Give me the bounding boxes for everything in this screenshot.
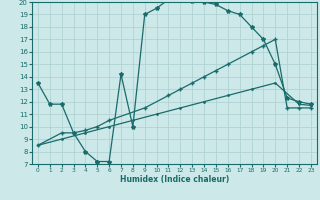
X-axis label: Humidex (Indice chaleur): Humidex (Indice chaleur) — [120, 175, 229, 184]
